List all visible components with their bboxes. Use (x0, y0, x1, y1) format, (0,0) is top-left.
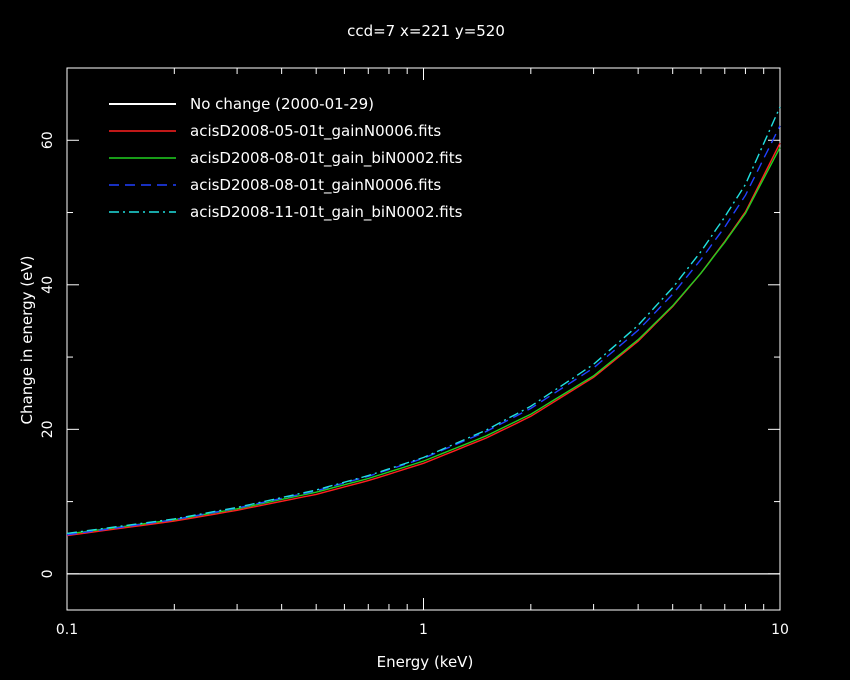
y-tick-label: 0 (40, 569, 56, 578)
legend-label-2: acisD2008-08-01t_gain_biN0002.fits (190, 149, 463, 168)
y-tick-label: 20 (40, 420, 56, 438)
series-line-4 (66, 106, 781, 535)
chart-title: ccd=7 x=221 y=520 (347, 22, 505, 40)
legend: No change (2000-01-29) acisD2008-05-01t_g… (109, 95, 463, 222)
legend-label-0: No change (2000-01-29) (190, 95, 374, 113)
series-line-3 (66, 125, 781, 536)
legend-label-1: acisD2008-05-01t_gainN0006.fits (190, 122, 441, 141)
x-tick-label: 10 (771, 622, 789, 638)
y-axis-label: Change in energy (eV) (18, 256, 36, 425)
x-tick-label: 0.1 (56, 622, 78, 638)
y-tick-label: 60 (40, 131, 56, 149)
x-axis-label: Energy (keV) (377, 653, 474, 671)
legend-label-3: acisD2008-08-01t_gainN0006.fits (190, 176, 441, 195)
y-tick-label: 40 (40, 276, 56, 294)
series-line-2 (66, 147, 781, 535)
legend-label-4: acisD2008-11-01t_gain_biN0002.fits (190, 203, 463, 222)
x-tick-label: 1 (419, 622, 428, 638)
axis-ticks: 0.1 1 10 0 20 40 60 (40, 67, 789, 638)
series-lines (66, 106, 781, 575)
